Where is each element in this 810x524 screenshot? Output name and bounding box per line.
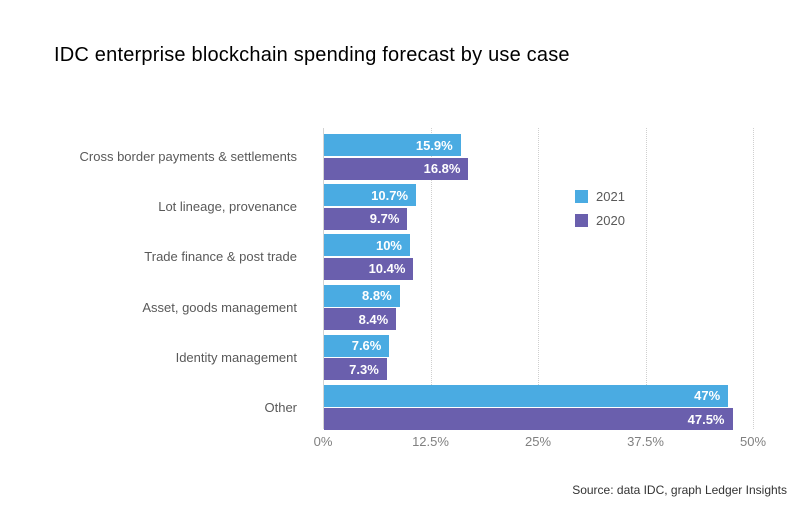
x-tick-label: 37.5% xyxy=(627,434,664,449)
category-label: Cross border payments & settlements xyxy=(79,149,297,164)
bar-value-label: 10% xyxy=(375,237,402,253)
legend: 2021 2020 xyxy=(575,189,625,228)
bar-2020: 7.3% xyxy=(324,358,387,381)
bar-2020: 9.7% xyxy=(324,207,408,230)
bar-2020: 16.8% xyxy=(324,157,469,180)
bar-value-label: 8.8% xyxy=(362,288,392,303)
legend-item-2021: 2021 xyxy=(575,189,625,204)
category-label: Other xyxy=(264,399,297,415)
gridline xyxy=(538,128,539,429)
gridline xyxy=(430,128,432,429)
legend-swatch-2020 xyxy=(575,214,588,227)
gridline xyxy=(753,128,754,429)
bar-2021: 15.9% xyxy=(324,134,461,156)
bar-2021: 10.7% xyxy=(324,184,417,207)
legend-label: 2020 xyxy=(596,213,625,228)
category-label: Trade finance & post trade xyxy=(144,249,297,265)
bar-2020: 47.5% xyxy=(324,408,733,431)
category-label: Asset, goods management xyxy=(142,299,297,315)
x-tick-label: 50% xyxy=(739,434,767,449)
category-label-column: Cross border payments & settlements Lot l… xyxy=(0,128,310,429)
bar-value-label: 10.7% xyxy=(371,187,409,203)
bar-2020: 10.4% xyxy=(324,257,414,280)
x-tick-label: 12.5% xyxy=(412,434,449,449)
chart-title: IDC enterprise blockchain spending forec… xyxy=(54,44,570,66)
bar-2020: 8.4% xyxy=(324,308,397,330)
source-note: Source: data IDC, graph Ledger Insights xyxy=(572,483,787,497)
legend-swatch-2021 xyxy=(575,190,588,203)
category-label: Identity management xyxy=(175,349,297,365)
bar-2021: 10% xyxy=(324,234,410,257)
legend-item-2020: 2020 xyxy=(575,213,625,228)
x-tick-label: 0% xyxy=(313,434,333,449)
bar-value-label: 7.3% xyxy=(349,361,379,377)
bar-value-label: 47.5% xyxy=(687,411,725,427)
x-axis: 0% 12.5% 25% 37.5% 50% xyxy=(314,434,766,452)
bar-value-label: 16.8% xyxy=(423,161,461,176)
bar-value-label: 9.7% xyxy=(369,211,400,227)
bar-value-label: 15.9% xyxy=(415,137,453,153)
y-axis-line xyxy=(323,128,324,429)
legend-label: 2021 xyxy=(596,189,625,204)
bar-value-label: 47% xyxy=(694,388,721,404)
bar-2021: 47% xyxy=(324,384,729,407)
bar-2021: 7.6% xyxy=(324,334,390,357)
x-tick-label: 25% xyxy=(524,434,552,449)
bar-value-label: 8.4% xyxy=(358,311,389,327)
bar-value-label: 7.6% xyxy=(351,338,382,354)
gridline xyxy=(645,128,647,429)
plot-area: 15.9% 16.8% 10.7% 9.7% 10% 10.4% 8.8% 8.4% 7.6% 7… xyxy=(323,128,754,431)
category-label: Lot lineage, provenance xyxy=(158,199,297,215)
bar-2021: 8.8% xyxy=(324,284,400,307)
bar-value-label: 10.4% xyxy=(368,261,406,277)
